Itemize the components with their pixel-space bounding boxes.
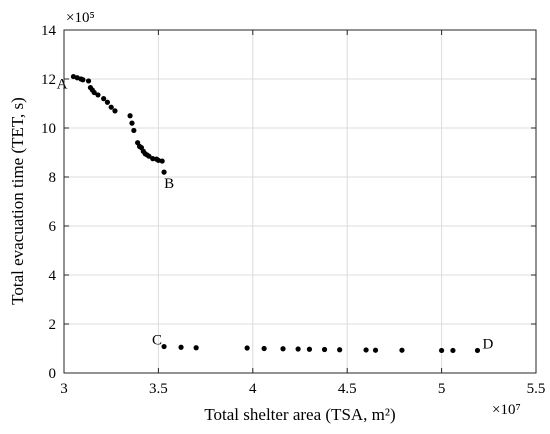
data-point [159, 158, 165, 164]
y-tick-label: 12 [41, 72, 56, 88]
data-point [129, 120, 135, 126]
y-tick-label: 8 [49, 170, 57, 186]
data-point [261, 345, 267, 352]
data-point [306, 346, 313, 352]
data-point [95, 92, 101, 98]
grid-lines [63, 29, 537, 374]
y-tick-label: 14 [41, 23, 57, 39]
y-tick-label: 4 [49, 268, 57, 284]
annotation-label: B [164, 176, 174, 192]
data-point [161, 343, 167, 350]
y-tick-label: 6 [49, 219, 57, 235]
data-point [80, 77, 86, 83]
annotation-label: A [57, 77, 68, 93]
data-point [193, 345, 199, 351]
x-tick-label: 5.5 [527, 381, 546, 397]
data-point [112, 108, 118, 114]
y-axis-label: Total evacuation time (TET, s) [8, 97, 27, 305]
y-tick-label: 10 [41, 121, 56, 137]
annotation-label: C [152, 333, 162, 349]
data-point [439, 347, 445, 354]
data-point [295, 346, 301, 352]
data-point [178, 344, 184, 350]
data-point [244, 345, 250, 351]
data-point [101, 96, 107, 102]
data-point [127, 113, 133, 119]
y-tick-label: 0 [49, 366, 57, 382]
data-point [321, 346, 328, 353]
data-point [399, 347, 405, 353]
data-points [70, 73, 481, 354]
data-point [108, 104, 114, 110]
point-annotations: A B C D [57, 77, 494, 353]
x-tick-label: 3 [60, 381, 68, 397]
axis-ticks: 3 3.5 4 4.5 5 5.5 0 2 4 6 8 10 12 14 [41, 23, 545, 397]
y-tick-label: 2 [49, 317, 57, 333]
x-exponent-label: ×10⁷ [492, 402, 521, 418]
data-point [280, 346, 286, 352]
x-tick-label: 4.5 [338, 381, 357, 397]
annotation-label: D [482, 336, 493, 352]
data-point [450, 347, 456, 354]
data-point [85, 78, 92, 84]
data-point [146, 153, 152, 159]
data-point [337, 347, 343, 353]
data-point [474, 347, 481, 354]
x-tick-label: 3.5 [149, 381, 168, 397]
data-point [372, 347, 379, 353]
data-point [161, 169, 167, 175]
data-point [91, 89, 97, 96]
x-tick-label: 4 [249, 381, 257, 397]
data-point [131, 127, 137, 134]
y-exponent-label: ×10⁵ [66, 10, 95, 26]
data-point [363, 347, 369, 353]
plot-frame [63, 29, 537, 374]
x-tick-label: 5 [438, 381, 446, 397]
data-point [104, 99, 111, 105]
data-point [150, 156, 156, 162]
x-axis-label: Total shelter area (TSA, m²) [204, 405, 395, 424]
